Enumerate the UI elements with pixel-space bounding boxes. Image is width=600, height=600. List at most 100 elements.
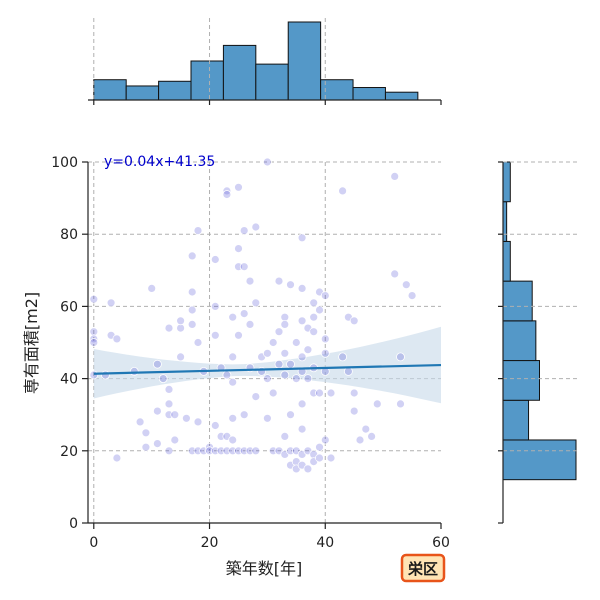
data-point	[158, 374, 168, 384]
data-point	[193, 417, 203, 427]
district-badge-box	[400, 553, 446, 583]
data-point	[164, 384, 174, 394]
top-hist-bar	[255, 63, 289, 101]
data-point	[280, 431, 290, 441]
data-point	[152, 406, 162, 416]
y-tick-label: 100	[51, 155, 78, 171]
data-point	[210, 330, 220, 340]
data-point	[234, 244, 243, 254]
data-point	[303, 464, 313, 474]
data-point	[268, 338, 278, 347]
data-point	[280, 348, 290, 358]
data-point	[170, 410, 180, 420]
y-tick-label: 20	[60, 444, 78, 460]
data-point	[222, 190, 232, 199]
data-point	[262, 157, 272, 167]
right-hist-bar	[502, 399, 530, 441]
data-point	[251, 446, 261, 456]
axes	[82, 161, 442, 529]
data-point	[309, 298, 319, 308]
data-point	[274, 359, 284, 369]
data-point	[309, 312, 319, 322]
data-point	[193, 226, 203, 236]
data-point	[407, 291, 417, 301]
y-tick-label: 80	[60, 227, 78, 243]
x-axis-label: 築年数[年]	[226, 559, 303, 578]
data-point	[297, 283, 307, 293]
data-point	[164, 323, 174, 333]
data-point	[320, 334, 330, 344]
data-point	[320, 348, 330, 358]
data-point	[193, 338, 203, 347]
data-point	[187, 319, 197, 329]
regression-line	[93, 363, 442, 375]
data-point	[297, 316, 307, 326]
data-point	[239, 262, 249, 272]
data-point	[187, 305, 197, 315]
data-point	[181, 413, 191, 423]
data-point	[222, 370, 232, 380]
regression-equation: y=0.04x+41.35	[104, 154, 215, 170]
data-point	[274, 327, 284, 337]
data-point	[147, 283, 157, 293]
y-tick-label: 40	[60, 372, 78, 388]
data-point	[176, 316, 186, 326]
data-point	[315, 305, 324, 315]
top-hist-bar	[158, 80, 192, 101]
data-point	[355, 435, 365, 445]
data-point	[303, 374, 313, 384]
data-point	[89, 338, 99, 347]
data-point	[262, 348, 272, 358]
data-point	[112, 334, 122, 344]
data-point	[280, 319, 290, 329]
data-point	[349, 406, 359, 416]
data-point	[187, 287, 197, 297]
data-point	[210, 301, 220, 311]
x-tick-label: 20	[201, 535, 219, 551]
data-point	[338, 352, 348, 362]
data-point	[361, 424, 371, 434]
data-point	[210, 421, 220, 430]
top-hist-bar	[384, 91, 419, 101]
data-point	[234, 330, 243, 340]
data-point	[141, 442, 151, 452]
data-point	[286, 410, 295, 420]
data-point	[101, 370, 110, 380]
district-badge-label: 栄区	[407, 560, 438, 578]
data-point	[239, 226, 249, 236]
data-point	[291, 374, 301, 384]
data-point	[176, 323, 186, 333]
data-point	[401, 280, 411, 290]
data-point	[297, 233, 307, 243]
data-point	[303, 345, 313, 355]
confidence-band	[93, 326, 442, 404]
data-point	[326, 453, 336, 463]
data-point	[396, 399, 405, 409]
data-point	[228, 435, 238, 445]
data-point	[129, 366, 139, 376]
data-point	[228, 413, 238, 423]
top-hist-bar	[190, 60, 224, 101]
data-point	[396, 352, 405, 362]
data-point	[262, 374, 272, 384]
data-point	[349, 388, 359, 398]
data-point	[89, 294, 99, 304]
data-point	[152, 439, 162, 449]
y-tick-label: 0	[69, 516, 78, 532]
data-point	[326, 388, 336, 398]
y-axis-label: 専有面積[m2]	[22, 292, 41, 394]
data-point	[164, 446, 174, 456]
data-point	[286, 359, 295, 369]
top-hist-bar	[287, 21, 322, 101]
data-point	[274, 276, 284, 286]
data-point	[315, 442, 324, 452]
data-point	[297, 352, 307, 362]
right-hist-bar	[502, 161, 511, 203]
data-point	[291, 338, 301, 347]
tick-labels: 0 20 40 60 0 20 40 60 80 100	[51, 155, 450, 551]
data-point	[210, 255, 220, 264]
data-point	[367, 431, 377, 441]
data-point	[390, 269, 400, 279]
data-point	[106, 298, 116, 308]
